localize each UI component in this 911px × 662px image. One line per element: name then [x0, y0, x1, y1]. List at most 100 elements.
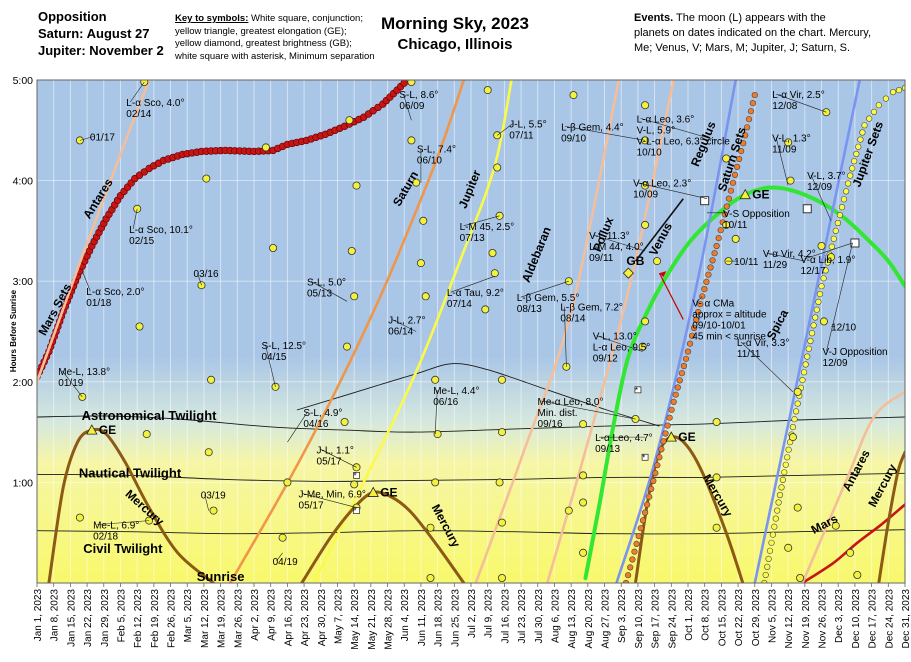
- moon-point: [784, 543, 793, 552]
- y-tick-label: 5:00: [13, 75, 34, 87]
- series-regulus-dot: [742, 132, 749, 139]
- min-separation-asterisk: *: [635, 386, 638, 395]
- moon-point: [495, 478, 504, 487]
- annotation-line: S-L, 12.5°: [261, 341, 306, 352]
- x-tick-label: Jan 1, 2023: [33, 589, 44, 642]
- series-regulus-dot: [711, 250, 718, 257]
- annotation-line: V-L, 3.7°: [807, 171, 845, 182]
- series-regulus-dot: [729, 179, 737, 186]
- annotation-leader: [541, 400, 636, 420]
- series-spica-dot: [766, 547, 774, 554]
- annotation-line: V-L,11.3°: [589, 231, 630, 242]
- x-tick-label: Aug 13, 2023: [567, 589, 578, 649]
- moon-annotations: 01/17L-α Sco, 4.0° 02/14L-α Sco, 10.1° 02/…: [58, 81, 888, 568]
- moon-point: [638, 342, 647, 351]
- moon-point: [712, 417, 721, 426]
- twilight-curve: [37, 415, 905, 433]
- series-spica-dot: [778, 484, 785, 491]
- series-spica-dot: [805, 345, 812, 352]
- annotation-leader: [79, 136, 95, 141]
- series-spica-dot: [861, 122, 868, 129]
- annotation-line: 05/13: [307, 288, 332, 299]
- series-spica-dot: [842, 188, 850, 195]
- moon-point: [421, 292, 430, 301]
- x-tick-label: Aug 20, 2023: [584, 589, 595, 649]
- series-regulus-dot: [701, 286, 708, 293]
- greatest-elongation-marker: [665, 431, 677, 442]
- annotation-line: 04/16: [303, 419, 328, 430]
- moon-point: [431, 478, 440, 487]
- series-spica-dot: [792, 408, 800, 415]
- twilight-curve: [37, 529, 905, 535]
- x-tick-label: Dec 24, 2023: [884, 589, 895, 649]
- series-regulus-dot: [643, 501, 651, 508]
- series-spica-dot: [832, 227, 839, 234]
- series-antares-line: [801, 390, 905, 583]
- y-tick-label: 3:00: [13, 276, 34, 288]
- x-tick-label: Jul 23, 2023: [517, 589, 528, 644]
- annotation-line: 10/11: [723, 220, 748, 231]
- moon-point: [78, 392, 87, 401]
- x-tick-label: Oct 22, 2023: [734, 589, 745, 647]
- annotation-line: V-L, 13.0°: [593, 332, 637, 343]
- annotation-line: J-L, 2.7°: [388, 316, 425, 327]
- annotation-leader: [197, 273, 202, 286]
- annotation-line: 01/18: [86, 298, 111, 309]
- annotation-line: V-J Opposition: [823, 347, 888, 358]
- moon-point: [202, 174, 211, 183]
- annotation-line: L-M 44, 4.0°: [589, 242, 644, 253]
- moon-point: [579, 420, 588, 429]
- series-spica-dot: [810, 322, 817, 329]
- series-spica-dot: [836, 212, 844, 219]
- annotation-line: S-L, 8.6°: [399, 90, 438, 101]
- series-spica-dot: [807, 337, 814, 345]
- series-regulus-dot: [715, 235, 722, 242]
- series-spica-dot: [847, 172, 854, 179]
- moon-point: [712, 523, 721, 532]
- annotation-leader: [302, 493, 357, 508]
- series-regulus-dot: [656, 454, 663, 461]
- moon-point: [712, 473, 721, 482]
- series-spica-dot: [818, 283, 825, 290]
- series-regulus-dot: [672, 391, 679, 398]
- y-tick-label: 2:00: [13, 377, 34, 389]
- series-regulus-dot: [650, 477, 657, 485]
- chart-title: Morning Sky, 2023: [380, 14, 529, 33]
- x-tick-label: Jul 9, 2023: [484, 589, 495, 638]
- x-tick-label: Jan 15, 2023: [66, 589, 77, 647]
- moon-point: [433, 430, 442, 439]
- moon-annotation: Me-L, 13.8° 01/19: [58, 367, 110, 389]
- series-regulus-dot: [751, 91, 758, 99]
- greatest-brightness-label: GB: [626, 254, 644, 268]
- x-tick-label: Jun 25, 2023: [450, 589, 461, 647]
- series-regulus-dot: [697, 301, 704, 308]
- x-tick-label: Jun 18, 2023: [434, 589, 445, 647]
- series-spica-dot: [816, 291, 824, 298]
- x-tick-label: Sep 24, 2023: [667, 589, 678, 649]
- moon-point: [796, 574, 805, 583]
- series-spica-dot: [844, 180, 852, 187]
- series-regulus-dot: [717, 227, 724, 234]
- annotation-line: 04/19: [273, 557, 298, 568]
- series-spica-dot: [870, 108, 878, 115]
- annotation-leader: [520, 280, 569, 298]
- greatest-brightness-marker: [622, 267, 634, 279]
- moon-annotation: S-L, 7.4° 06/10: [417, 145, 456, 167]
- moon-point: [261, 143, 270, 152]
- moon-point: [497, 574, 506, 583]
- greatest-elongation-label: GE: [380, 485, 397, 499]
- series-spica-dot: [824, 259, 831, 266]
- moon-point: [853, 571, 862, 580]
- moon-point: [269, 243, 278, 252]
- series-spica-dot: [828, 243, 835, 250]
- cma-arrow-head: [659, 271, 667, 278]
- moon-annotation: L-α Tau, 9.2° 07/14: [447, 288, 504, 310]
- moon-annotation: L-α Sco, 10.1° 02/15: [129, 225, 193, 247]
- series-regulus-dot: [631, 548, 638, 555]
- series-spica-dot: [812, 314, 819, 321]
- moon-point: [497, 428, 506, 437]
- y-axis-title: Hours Before Sunrise: [9, 289, 18, 372]
- series-spica-dot: [838, 204, 846, 211]
- jupiter-opposition: Jupiter: November 2: [38, 43, 164, 58]
- annotation-line: 12/10: [831, 322, 856, 333]
